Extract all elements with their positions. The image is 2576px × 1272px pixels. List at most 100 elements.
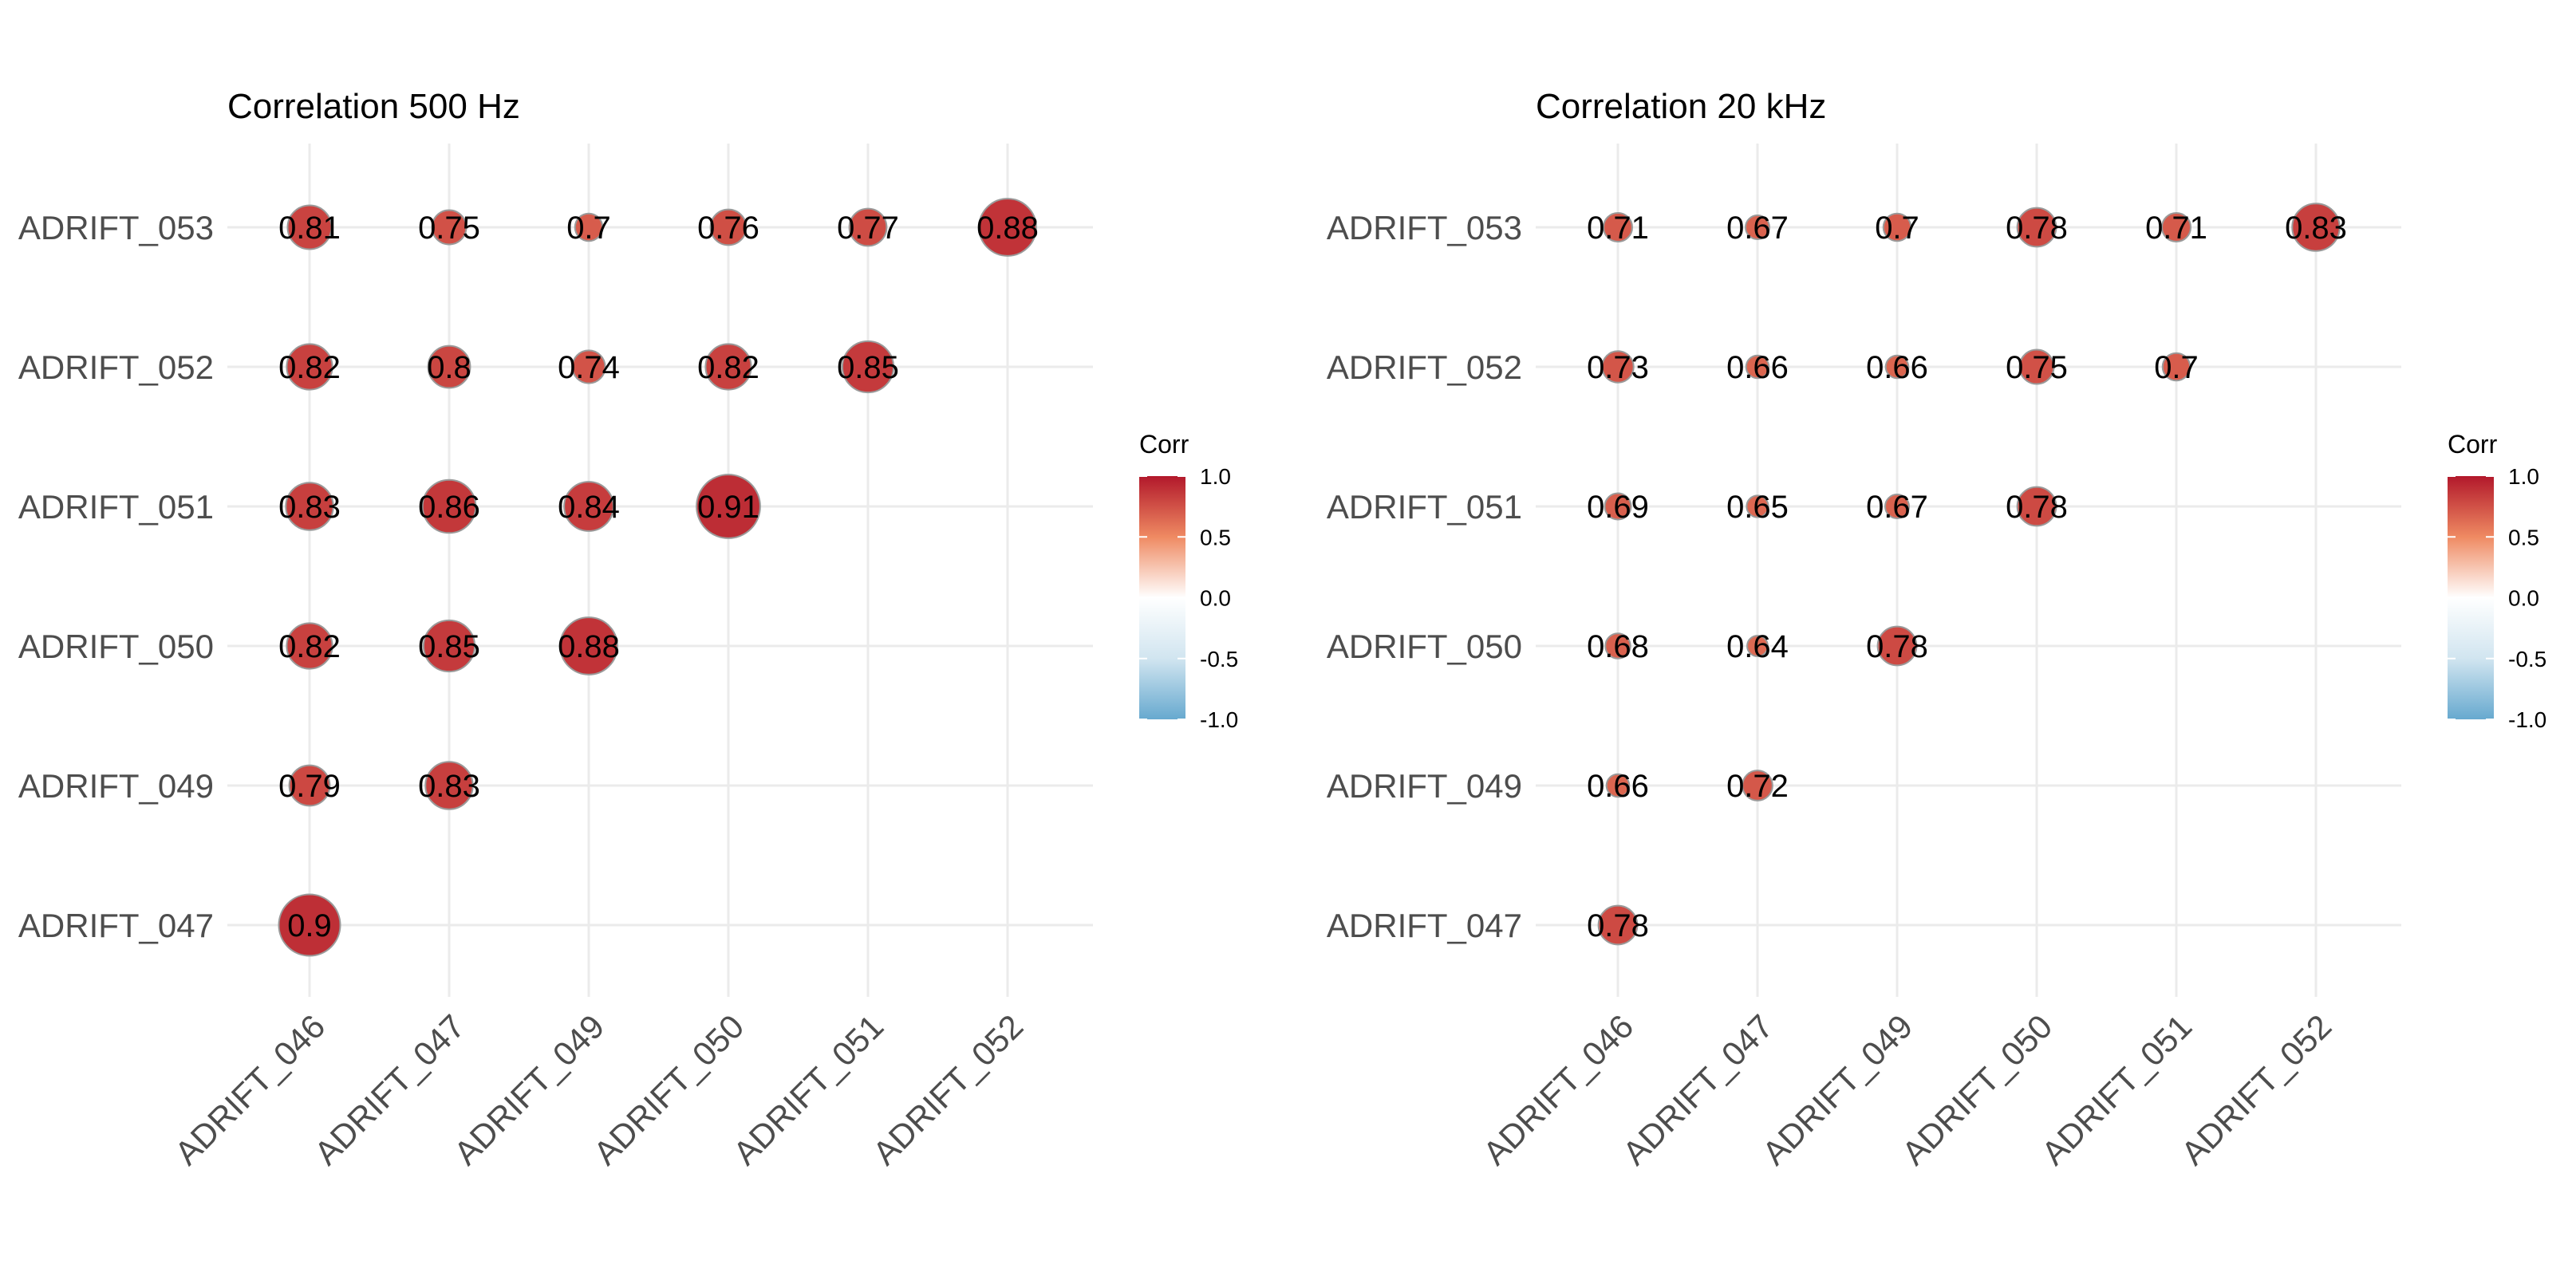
correlation-value-label: 0.77 [837,211,899,246]
correlation-value-label: 0.85 [418,629,480,664]
panel-2: Correlation 20 kHz ADRIFT_053 ADRIFT_052 AD… [1327,87,2546,1172]
x-tick-label: ADRIFT_049 [1755,1007,1920,1172]
correlation-value-label: 0.9 [287,908,332,943]
correlation-circle [1746,494,1769,518]
correlation-value-label: 0.82 [278,629,341,664]
correlation-circle [1742,770,1773,801]
correlation-value-label: 0.78 [1587,908,1649,943]
correlation-circle [1746,635,1769,657]
correlation-circle [1882,212,1912,242]
correlation-circle [421,478,477,534]
correlation-circle [1604,492,1632,521]
x-tick-label: ADRIFT_051 [2034,1007,2199,1172]
legend-tick-label: -1.0 [1200,707,1238,732]
panel-1: Correlation 500 HzADRIFT_053ADRIFT_052AD… [18,87,1238,1172]
chart-title: Correlation 500 Hz [227,87,520,126]
correlation-value-label: 0.83 [2285,211,2347,246]
correlation-value-label: 0.67 [1866,490,1928,525]
correlation-circle [422,619,476,673]
correlation-value-label: 0.88 [558,629,620,664]
y-tick-label: ADRIFT_052 [1327,349,1522,386]
correlation-value-label: 0.65 [1726,490,1789,525]
correlation-circle [1604,632,1631,660]
x-tick-label: ADRIFT_049 [447,1007,612,1172]
x-tick-label: ADRIFT_050 [586,1007,751,1172]
correlation-value-label: 0.8 [427,350,471,385]
y-tick-label: ADRIFT_052 [18,349,214,386]
correlation-circle [1605,773,1631,798]
correlation-circle [1884,354,1910,380]
correlation-circle [285,482,334,531]
correlation-circle [2016,207,2057,248]
y-tick-label: ADRIFT_049 [1327,767,1522,805]
legend-tick-label: 0.5 [1200,525,1231,549]
correlation-circle [1876,625,1918,667]
correlation-value-label: 0.7 [2154,350,2199,385]
legend-tick-label: -1.0 [2508,707,2546,732]
x-tick-label: ADRIFT_051 [726,1007,891,1172]
correlation-circle [2018,349,2055,385]
correlation-value-label: 0.67 [1726,211,1789,246]
x-tick-label: ADRIFT_047 [307,1007,472,1172]
correlation-circle [848,207,888,247]
correlation-value-label: 0.72 [1726,769,1789,804]
x-tick-label: ADRIFT_047 [1615,1007,1781,1172]
correlation-circle [2161,352,2191,382]
correlation-value-label: 0.66 [1866,350,1928,385]
correlation-value-label: 0.83 [278,490,341,525]
chart-title: Correlation 20 kHz [1536,87,1826,126]
correlation-value-label: 0.76 [697,211,759,246]
legend-tick-label: -0.5 [2508,647,2546,671]
legend-tick-label: -0.5 [1200,647,1238,671]
correlation-value-label: 0.66 [1726,350,1789,385]
y-tick-label: ADRIFT_047 [1327,907,1522,944]
correlation-value-label: 0.78 [2006,211,2068,246]
correlation-value-label: 0.64 [1726,629,1789,664]
legend-title: Corr [1139,430,1189,459]
x-tick-label: ADRIFT_052 [866,1007,1031,1172]
correlation-circle [2016,486,2057,527]
correlation-value-label: 0.75 [418,211,480,246]
y-tick-label: ADRIFT_050 [1327,628,1522,665]
correlation-value-label: 0.74 [558,350,620,385]
correlation-circle [424,761,474,810]
x-tick-label: ADRIFT_046 [1476,1007,1641,1172]
correlation-circle [286,204,333,250]
correlation-circle [1601,350,1635,384]
correlation-circle [1884,494,1910,519]
correlation-value-label: 0.91 [697,490,759,525]
y-tick-label: ADRIFT_053 [1327,209,1522,246]
legend-tick-label: 0.5 [2508,525,2539,549]
x-tick-label: ADRIFT_050 [1895,1007,2060,1172]
correlation-circle [288,764,331,807]
correlation-value-label: 0.71 [2145,211,2207,246]
correlation-value-label: 0.78 [1866,629,1928,664]
correlation-value-label: 0.71 [1587,211,1649,246]
correlation-value-label: 0.83 [418,769,480,804]
correlation-value-label: 0.82 [697,350,759,385]
correlation-circle [704,343,752,391]
legend-tick-label: 1.0 [2508,464,2539,489]
correlation-circle [978,198,1037,257]
correlation-circle [574,212,604,242]
correlation-circle [563,481,614,532]
y-tick-label: ADRIFT_053 [18,209,214,246]
correlation-value-label: 0.82 [278,350,341,385]
correlation-circle [431,209,467,246]
legend: Corr 1.0 0.5 0.0 -0.5 -1.0 [1139,430,1238,732]
x-tick-label: ADRIFT_046 [168,1007,333,1172]
correlation-value-label: 0.81 [278,211,341,246]
legend-tick-label: 0.0 [2508,586,2539,611]
legend-tick-label: 1.0 [1200,464,1231,489]
correlation-circle [571,349,606,384]
correlation-value-label: 0.79 [278,769,341,804]
correlation-value-label: 0.75 [2006,350,2068,385]
correlation-value-label: 0.84 [558,490,620,525]
correlation-value-label: 0.73 [1587,350,1649,385]
y-tick-label: ADRIFT_047 [18,907,214,944]
correlation-circle [559,616,618,675]
correlation-circle [2291,203,2341,252]
correlation-circle [1745,215,1770,240]
correlation-value-label: 0.85 [837,350,899,385]
